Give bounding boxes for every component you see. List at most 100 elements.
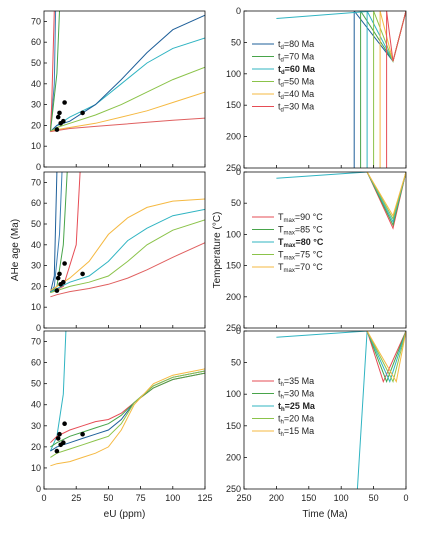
panel-1-series-3 (49, 172, 58, 293)
panel-5-xtick-label-1: 200 (269, 493, 284, 503)
panel-2-frame (43, 330, 206, 490)
panel-5-xlabel: Time (Ma) (302, 509, 347, 520)
panel-5-series-1 (366, 331, 406, 383)
panel-1-ytick-label-5: 50 (31, 219, 41, 229)
panel-5-series-4 (366, 331, 406, 384)
panel-2-series-0 (49, 331, 67, 452)
panel-2-data-point-2 (57, 431, 62, 437)
panel-0-series-3 (50, 37, 205, 132)
panel-2-series-2 (50, 372, 205, 448)
panel-2-data-point-1 (55, 436, 61, 441)
panel-1-frame (43, 171, 206, 329)
panel-1-ytick-label-3: 30 (31, 261, 41, 271)
panel-4-legend-label-2: Tmax=80 °C (278, 237, 324, 249)
panel-3-ytick-label-1: 50 (231, 37, 241, 47)
panel-4-ytick-label-0: 0 (236, 167, 241, 177)
panel-3-series-5 (386, 11, 406, 168)
panel-5-frame (243, 330, 407, 490)
panel-0-data-point-4 (61, 118, 66, 124)
panel-4-ytick-label-5: 250 (226, 323, 241, 333)
panel-5-ytick-label-4: 200 (226, 452, 241, 462)
panel-1-data-point-5 (62, 261, 67, 266)
panel-5-series-0 (276, 331, 368, 489)
panel-5-xtick-label-2: 150 (301, 493, 316, 503)
panel-4-ylabel: Temperature (°C) (212, 212, 223, 289)
panel-2-data-point-5 (62, 421, 67, 427)
panel-0-series-6 (50, 91, 205, 133)
panel-0-data-point-0 (54, 127, 60, 132)
panel-5-xtick-label-3: 100 (334, 493, 349, 503)
panel-1-series-0 (50, 172, 81, 294)
panel-1-ytick-label-7: 70 (31, 177, 41, 187)
panel-2-series-5 (50, 368, 205, 467)
panel-1-data-point-2 (57, 271, 62, 277)
panel-4-frame (243, 171, 407, 329)
panel-2-xtick-label-1: 25 (71, 493, 81, 503)
panel-1-ytick-label-2: 20 (31, 281, 41, 291)
panel-3-frame (243, 10, 407, 169)
panel-5-ytick-label-2: 100 (226, 389, 241, 399)
panel-0-data-point-2 (57, 110, 62, 116)
panel-1-ytick-label-4: 40 (31, 240, 41, 250)
panel-4-legend-label-4: Tmax=70 °C (278, 262, 323, 274)
panel-1-ylabel: AHe age (Ma) (10, 219, 21, 281)
panel-1-data-point-4 (61, 279, 66, 285)
panel-1-series-4 (50, 198, 205, 292)
panel-3-ytick-label-4: 200 (226, 132, 241, 142)
panel-2-series-1 (50, 372, 205, 444)
panel-2-ytick-label-4: 40 (31, 400, 41, 410)
panel-3-legend-label-5: td=30 Ma (278, 102, 314, 114)
panel-2-ytick-label-5: 50 (31, 379, 41, 389)
panel-4-ytick-label-3: 150 (226, 261, 241, 271)
panel-0-series-7 (50, 117, 205, 133)
panel-4-ytick-label-1: 50 (231, 198, 241, 208)
panel-0-data-point-5 (62, 100, 67, 105)
panel-4-legend-label-1: Tmax=85 °C (278, 225, 323, 237)
panel-1-data-point-6 (80, 271, 85, 277)
panel-0-series-2 (49, 11, 60, 132)
panel-0-ytick-label-4: 40 (31, 79, 41, 89)
panel-5-ytick-label-5: 250 (226, 484, 241, 494)
panel-4-ytick-label-4: 200 (226, 292, 241, 302)
panel-5-xtick-label-0: 250 (236, 493, 251, 503)
panel-4-ytick-label-2: 100 (226, 229, 241, 239)
panel-3-ytick-label-3: 150 (226, 100, 241, 110)
panel-0-ytick-label-3: 30 (31, 100, 41, 110)
panel-4-series-1 (366, 172, 406, 230)
panel-5-legend-label-3: th=20 Ma (278, 414, 314, 426)
panel-4-series-0 (276, 172, 368, 179)
panel-0-data-point-6 (80, 110, 85, 116)
panel-5-series-3 (366, 331, 406, 383)
panel-5-legend-label-0: th=35 Ma (278, 376, 314, 388)
panel-2-xtick-label-3: 75 (136, 493, 146, 503)
panel-2-ytick-label-7: 70 (31, 337, 41, 347)
panel-1-ytick-label-0: 0 (36, 323, 41, 333)
panel-1-series-7 (50, 242, 205, 298)
panel-4-legend-label-0: Tmax=90 °C (278, 212, 323, 224)
panel-4-legend-label-3: Tmax=75 °C (278, 250, 323, 262)
panel-2-ytick-label-6: 60 (31, 358, 41, 368)
panel-1-ytick-label-6: 60 (31, 198, 41, 208)
panel-5-legend-label-2: th=25 Ma (278, 401, 316, 413)
panel-2-xtick-label-0: 0 (41, 493, 46, 503)
panel-0-ytick-label-5: 50 (31, 58, 41, 68)
panel-5-ytick-label-3: 150 (226, 421, 241, 431)
panel-1-data-point-1 (55, 275, 61, 281)
panel-3-series-6 (276, 11, 374, 19)
panel-0-frame (43, 10, 206, 168)
panel-1-series-6 (50, 219, 205, 294)
panel-0-ytick-label-1: 10 (31, 141, 41, 151)
panel-5-series-5 (366, 331, 406, 384)
panel-3-legend-label-2: td=60 Ma (278, 64, 316, 76)
panel-0-series-5 (50, 66, 205, 133)
panel-5-ytick-label-0: 0 (236, 326, 241, 336)
panel-2-data-point-0 (54, 448, 60, 454)
panel-2-xtick-label-4: 100 (165, 493, 180, 503)
panel-1-data-point-0 (54, 288, 60, 293)
panel-5-xtick-label-5: 0 (403, 493, 408, 503)
panel-0-series-4 (50, 14, 205, 132)
panel-5-xtick-label-4: 50 (369, 493, 379, 503)
panel-0-series-1 (49, 11, 55, 132)
panel-3-ytick-label-2: 100 (226, 69, 241, 79)
